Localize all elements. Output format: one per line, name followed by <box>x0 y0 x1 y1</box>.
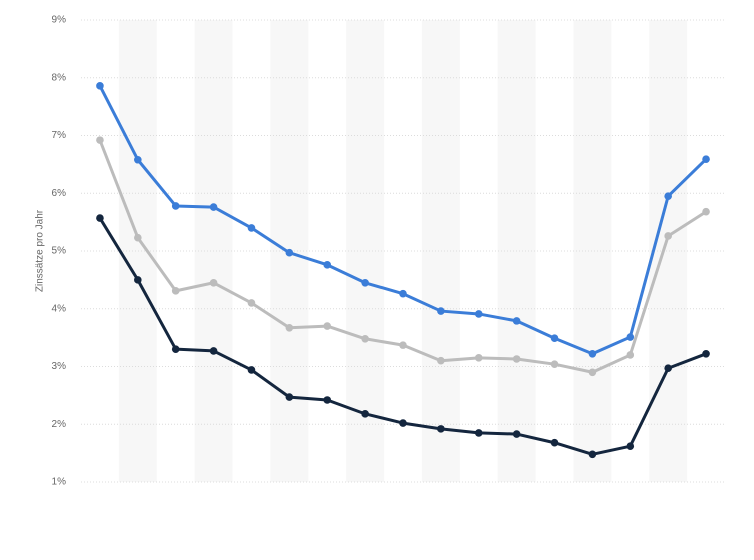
point <box>96 136 104 144</box>
y-tick-label: 2% <box>52 419 67 430</box>
bands <box>118 20 688 482</box>
point <box>134 155 142 164</box>
point <box>323 261 332 269</box>
point <box>285 248 294 257</box>
point <box>588 349 597 358</box>
series-line <box>98 217 707 456</box>
band <box>346 20 385 482</box>
point <box>399 289 407 298</box>
point <box>550 360 559 368</box>
point <box>171 202 180 210</box>
point <box>512 355 521 363</box>
series-line <box>98 85 708 356</box>
point <box>474 429 483 437</box>
point <box>512 430 521 438</box>
point <box>171 287 180 295</box>
y-tick-label: 1% <box>52 477 67 488</box>
point <box>171 345 180 353</box>
point <box>134 276 142 284</box>
point <box>702 155 710 163</box>
y-tick-label: 4% <box>52 303 67 314</box>
point <box>209 278 218 287</box>
point <box>361 278 369 287</box>
point <box>209 347 218 355</box>
point <box>626 442 635 450</box>
point <box>702 349 710 358</box>
point <box>550 438 559 447</box>
point <box>247 366 256 374</box>
point <box>361 334 369 343</box>
point <box>399 341 407 349</box>
point <box>474 354 483 362</box>
point <box>285 324 294 332</box>
point <box>323 396 332 404</box>
point <box>209 203 218 211</box>
point <box>664 364 672 373</box>
y-axis-label: Zinssätze pro Jahr <box>35 209 46 292</box>
point <box>285 393 294 401</box>
point <box>96 214 104 222</box>
point <box>134 233 142 242</box>
point <box>247 224 256 232</box>
point <box>626 351 635 359</box>
series-line <box>98 139 707 374</box>
band <box>421 20 460 482</box>
point <box>361 410 369 418</box>
point <box>399 419 407 427</box>
y-tick-label: 7% <box>52 130 67 141</box>
point <box>512 317 521 325</box>
point <box>437 356 445 365</box>
y-tick-label: 8% <box>52 72 67 83</box>
band <box>118 20 157 482</box>
point <box>588 368 597 377</box>
y-tick-label: 3% <box>52 361 67 372</box>
point <box>702 207 710 216</box>
y-tick-label: 9% <box>52 15 67 26</box>
point <box>247 299 256 307</box>
y-tick-label: 5% <box>52 246 67 257</box>
point <box>437 425 445 433</box>
point <box>664 192 672 200</box>
y-tick-label: 6% <box>52 188 67 199</box>
point <box>588 450 597 459</box>
point <box>437 307 445 315</box>
point <box>550 334 559 343</box>
point <box>626 333 635 341</box>
band <box>649 20 688 482</box>
point <box>664 232 672 240</box>
point <box>96 82 104 90</box>
point <box>323 322 332 330</box>
point <box>474 310 483 318</box>
